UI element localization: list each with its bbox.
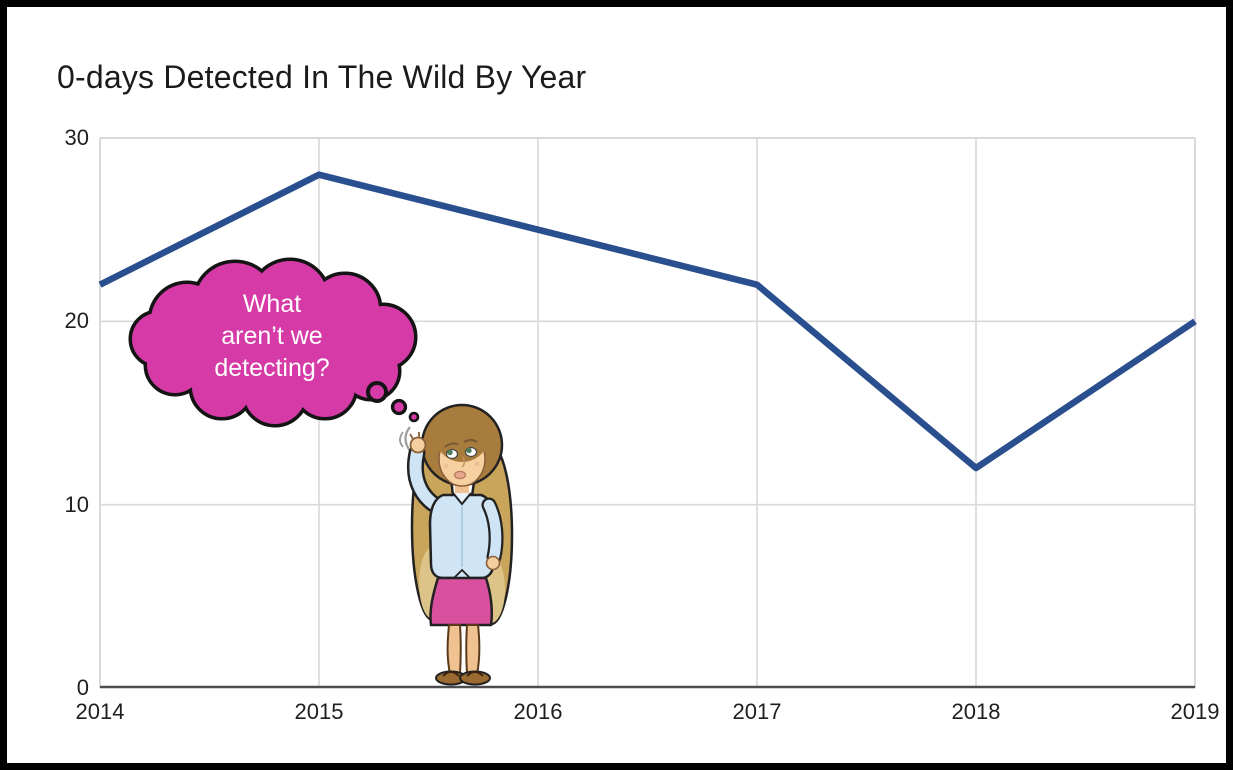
character-shirt — [428, 492, 504, 583]
y-tick-label: 30 — [64, 125, 89, 150]
x-tick-label: 2014 — [75, 699, 125, 724]
thought-bubble-line-1: What — [243, 290, 301, 318]
thought-bubble-fill — [132, 261, 414, 424]
thinking-woman-illustration — [399, 403, 514, 686]
x-tick-label: 2018 — [951, 699, 1001, 724]
thought-bubble-line-3: detecting? — [214, 354, 329, 382]
x-tick-label: 2015 — [294, 699, 344, 724]
character-face — [435, 408, 489, 487]
x-tick-label: 2017 — [732, 699, 782, 724]
thought-bubble-tail — [366, 381, 420, 423]
line-chart — [98, 137, 1197, 689]
thought-bubble-tail-dot — [366, 381, 388, 403]
series-line — [98, 171, 1197, 472]
character-sandals — [435, 670, 491, 686]
scratch-marks-icon — [399, 426, 411, 452]
y-tick-label: 20 — [64, 308, 89, 334]
y-tick-label: 0 — [76, 675, 89, 700]
x-tick-label: 2019 — [1170, 699, 1220, 724]
character-legs — [446, 624, 481, 675]
thought-bubble-line-2: aren’t we — [221, 322, 322, 350]
plot-area — [98, 137, 1197, 689]
chart-title: 0-days Detected In The Wild By Year — [57, 59, 587, 95]
character-skirt — [429, 576, 494, 627]
thought-bubble-tail-dot — [408, 411, 420, 423]
thought-bubble-tail-dot — [390, 398, 408, 416]
x-tick-label: 2016 — [513, 699, 563, 724]
thought-bubble: What aren’t we detecting? — [128, 257, 420, 428]
y-tick-label: 10 — [64, 491, 89, 517]
